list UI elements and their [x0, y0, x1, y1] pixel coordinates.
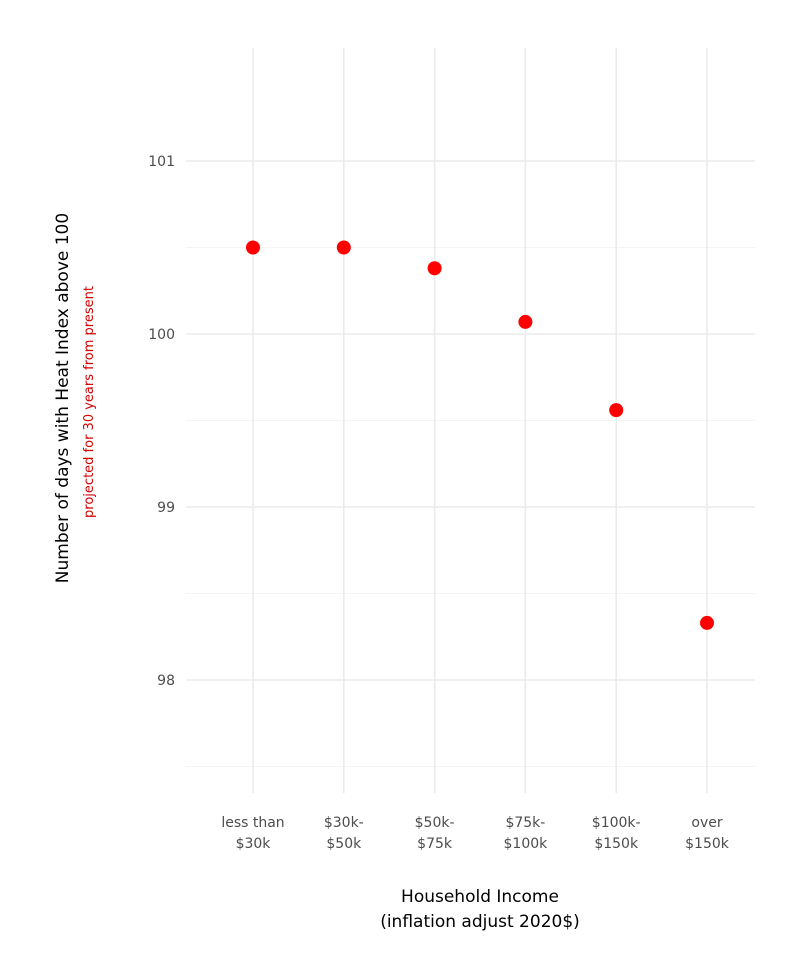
x-tick-label: $100k- — [592, 815, 641, 831]
y-tick-label: 100 — [148, 327, 175, 343]
x-tick-label: $30k — [236, 836, 272, 852]
y-tick-labels: 98 99 100 101 — [148, 154, 175, 689]
data-point — [518, 314, 533, 329]
x-tick-label: $150k — [685, 836, 730, 852]
x-tick-label: $50k- — [415, 815, 455, 831]
y-axis-title: Number of days with Heat Index above 100 — [53, 213, 73, 583]
data-point — [336, 240, 351, 255]
x-tick-label: less than — [221, 815, 284, 831]
x-axis-title-line2: (inflation adjust 2020$) — [380, 912, 580, 932]
data-point — [427, 261, 442, 276]
y-tick-label: 99 — [157, 500, 175, 516]
y-tick-label: 101 — [148, 154, 175, 170]
y-axis-subtitle: projected for 30 years from present — [82, 286, 97, 518]
data-point — [246, 240, 260, 255]
data-point — [609, 403, 624, 418]
x-tick-label: $30k- — [324, 815, 364, 831]
x-tick-label: $50k — [326, 836, 362, 852]
data-point — [700, 615, 714, 630]
data-points — [246, 240, 714, 630]
x-tick-label: over — [691, 815, 722, 831]
x-tick-labels: less than $30k $30k- $50k $50k- $75k $75k- $100… — [221, 815, 729, 852]
grid — [186, 48, 755, 793]
y-tick-label: 98 — [157, 673, 175, 689]
x-tick-label: $100k — [504, 836, 549, 852]
x-tick-label: $75k — [417, 836, 453, 852]
x-tick-label: $150k — [594, 836, 639, 852]
x-tick-label: $75k- — [505, 815, 545, 831]
x-axis-title: Household Income — [401, 887, 559, 907]
